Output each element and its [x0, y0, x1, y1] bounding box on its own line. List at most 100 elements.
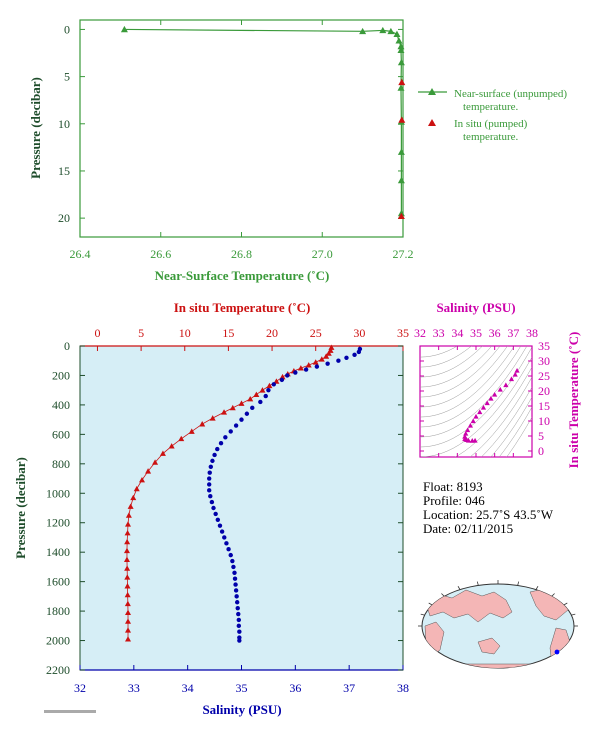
- temperature-point: [124, 565, 131, 571]
- ts-point: [462, 434, 468, 439]
- ts-point: [465, 437, 472, 443]
- salinity-point: [293, 370, 298, 375]
- salinity-point: [224, 541, 229, 546]
- pressure-ytick-label: 2000: [46, 634, 70, 648]
- top-ytick-label: 0: [64, 22, 70, 36]
- salinity-point: [325, 361, 330, 366]
- world-map: [418, 580, 578, 669]
- profile-chart-background: [79, 345, 404, 671]
- density-contour: [480, 386, 532, 457]
- salinity-point: [226, 547, 231, 552]
- temperature-point: [323, 353, 330, 359]
- ts-point: [514, 368, 520, 373]
- temperature-point: [159, 450, 166, 456]
- ts-point: [463, 431, 469, 436]
- sal-xtick-label: 38: [397, 681, 409, 695]
- ts-point: [497, 386, 503, 392]
- temp-xtick-label: 30: [353, 326, 365, 340]
- salinity-point: [356, 349, 362, 355]
- ts-chart-ylabel: In situ Temperature (˚C): [566, 332, 581, 469]
- profile-top-xlabel: In situ Temperature (˚C): [174, 300, 311, 315]
- salinity-point: [215, 517, 221, 522]
- temperature-point: [124, 591, 131, 598]
- near-surface-point: [395, 37, 403, 44]
- salinity-point: [208, 464, 214, 469]
- pressure-ytick-label: 2200: [46, 663, 70, 677]
- ts-ytick-label: 10: [538, 414, 550, 428]
- near-surface-point: [120, 25, 128, 33]
- map-graticule-tick: [441, 593, 445, 597]
- sal-xtick-label: 37: [343, 681, 355, 695]
- map-graticule-tick: [551, 593, 555, 597]
- near-surface-point: [387, 27, 395, 35]
- in-situ-point: [397, 212, 405, 220]
- profile-bottom-xlabel: Salinity (PSU): [202, 702, 281, 717]
- density-contour: [420, 346, 522, 428]
- temperature-point: [273, 378, 280, 384]
- temp-xtick-label: 20: [266, 326, 278, 340]
- top-ytick-label: 10: [58, 117, 70, 131]
- ts-xtick-label: 33: [433, 326, 445, 340]
- top-xtick-label: 26.8: [231, 247, 252, 261]
- salinity-point: [218, 441, 224, 446]
- salinity-point: [232, 576, 238, 581]
- salinity-point: [207, 488, 212, 493]
- salinity-point: [210, 458, 215, 464]
- near-surface-point: [379, 26, 387, 34]
- map-graticule-tick: [457, 585, 461, 590]
- map-graticule-tick: [535, 585, 539, 590]
- salinity-point: [236, 623, 242, 629]
- density-contour: [420, 346, 483, 378]
- near-surface-point: [359, 27, 367, 35]
- ts-point: [477, 409, 483, 415]
- sal-xtick-label: 32: [74, 681, 86, 695]
- ts-ytick-label: 15: [538, 399, 550, 413]
- temperature-point: [133, 485, 140, 492]
- float-id: Float: 8193: [423, 479, 483, 494]
- temperature-point: [125, 512, 132, 518]
- temperature-line: [126, 347, 332, 640]
- temperature-point: [318, 356, 325, 362]
- temperature-point: [124, 530, 131, 536]
- salinity-point: [230, 558, 235, 564]
- map-land-australia: [477, 637, 501, 655]
- top-xtick-label: 27.0: [312, 247, 333, 261]
- ts-point: [467, 422, 473, 428]
- temperature-point: [138, 477, 145, 483]
- density-contour: [490, 396, 532, 457]
- legend-label-in-situ-line1: In situ (pumped): [454, 118, 528, 130]
- top-ytick-label: 20: [58, 211, 70, 225]
- legend-label-in-situ-line2: temperature.: [463, 131, 519, 143]
- density-contour: [420, 346, 528, 438]
- legend-marker-in-situ: [428, 119, 436, 126]
- pressure-ytick-label: 1200: [46, 516, 70, 530]
- ts-xtick-label: 36: [489, 326, 501, 340]
- salinity-point: [234, 600, 240, 605]
- salinity-point: [209, 499, 215, 505]
- salinity-point: [215, 446, 220, 452]
- salinity-point: [344, 355, 349, 360]
- map-graticule-tick: [517, 581, 520, 586]
- pressure-ytick-label: 800: [52, 457, 70, 471]
- ts-ytick-label: 25: [538, 369, 550, 383]
- legend-marker-near-surface: [428, 88, 436, 95]
- temp-xtick-label: 5: [138, 326, 144, 340]
- temperature-point: [124, 600, 131, 607]
- temperature-point: [209, 415, 216, 421]
- temperature-point: [199, 421, 206, 427]
- temperature-point: [266, 382, 273, 389]
- salinity-point: [279, 377, 285, 383]
- temperature-point: [259, 387, 266, 393]
- salinity-point: [207, 482, 212, 487]
- pressure-ytick-label: 1000: [46, 486, 70, 500]
- salinity-point: [236, 617, 242, 623]
- salinity-point: [211, 505, 216, 511]
- salinity-point: [219, 529, 225, 534]
- pressure-ytick-label: 200: [52, 368, 70, 382]
- salinity-point: [233, 582, 238, 587]
- top-chart-frame: [79, 19, 404, 238]
- temperature-point: [312, 359, 319, 365]
- density-contour: [420, 346, 472, 368]
- salinity-point: [232, 570, 237, 575]
- temperature-point: [127, 503, 134, 509]
